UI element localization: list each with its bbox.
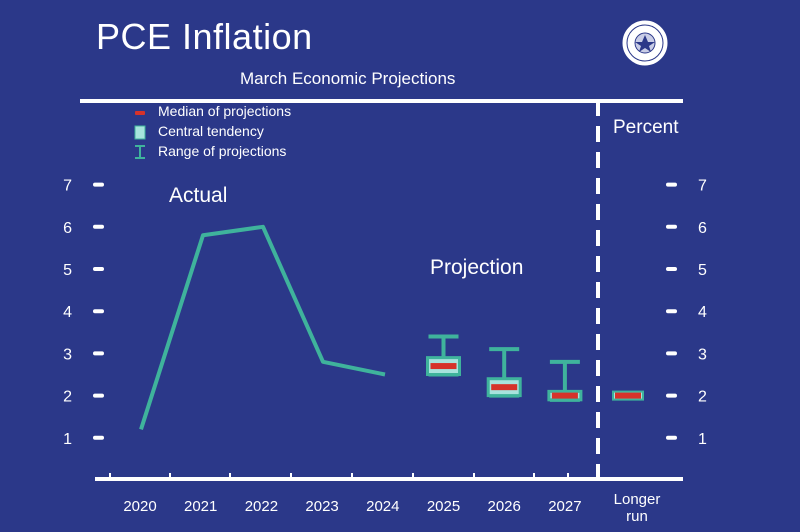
x-tick-label: 2020 (123, 498, 156, 515)
legend-median-swatch (135, 111, 145, 115)
x-tick-label: 2025 (427, 498, 460, 515)
annotation-actual: Actual (169, 184, 227, 207)
median-marker (615, 392, 641, 399)
x-tick-label: Longer (614, 491, 661, 508)
federal-reserve-seal-icon (621, 19, 669, 67)
x-tick-label: 2024 (366, 498, 399, 515)
legend-label: Median of projections (158, 103, 291, 119)
y-tick-label-right: 6 (698, 220, 707, 237)
unit-label: Percent (613, 117, 679, 138)
y-tick-label-left: 4 (63, 304, 72, 321)
x-tick-label: 2021 (184, 498, 217, 515)
x-tick-label: run (626, 508, 648, 525)
y-tick-label-right: 4 (698, 304, 707, 321)
legend-label: Central tendency (158, 123, 264, 139)
x-tick-label: 2022 (245, 498, 278, 515)
y-tick-label-right: 5 (698, 262, 707, 279)
y-tick-label-right: 1 (698, 431, 707, 448)
y-tick-label-left: 3 (63, 346, 72, 363)
median-marker (430, 363, 457, 370)
annotation-projection: Projection (430, 256, 523, 279)
actual-series-line (139, 224, 386, 430)
x-tick-label: 2027 (548, 498, 581, 515)
legend-central-swatch (134, 125, 146, 140)
y-tick-label-right: 3 (698, 346, 707, 363)
x-tick-label: 2026 (488, 498, 521, 515)
y-tick-label-left: 6 (63, 220, 72, 237)
x-tick-label: 2023 (305, 498, 338, 515)
legend-label: Range of projections (158, 143, 286, 159)
median-marker (491, 384, 518, 391)
y-tick-label-right: 2 (698, 389, 707, 406)
y-tick-label-right: 7 (698, 178, 707, 195)
y-tick-label-left: 7 (63, 178, 72, 195)
median-marker (551, 392, 578, 399)
y-tick-label-left: 5 (63, 262, 72, 279)
y-tick-label-left: 1 (63, 431, 72, 448)
chart-title: PCE Inflation (96, 16, 313, 57)
y-tick-label-left: 2 (63, 389, 72, 406)
chart-subtitle: March Economic Projections (240, 69, 456, 88)
